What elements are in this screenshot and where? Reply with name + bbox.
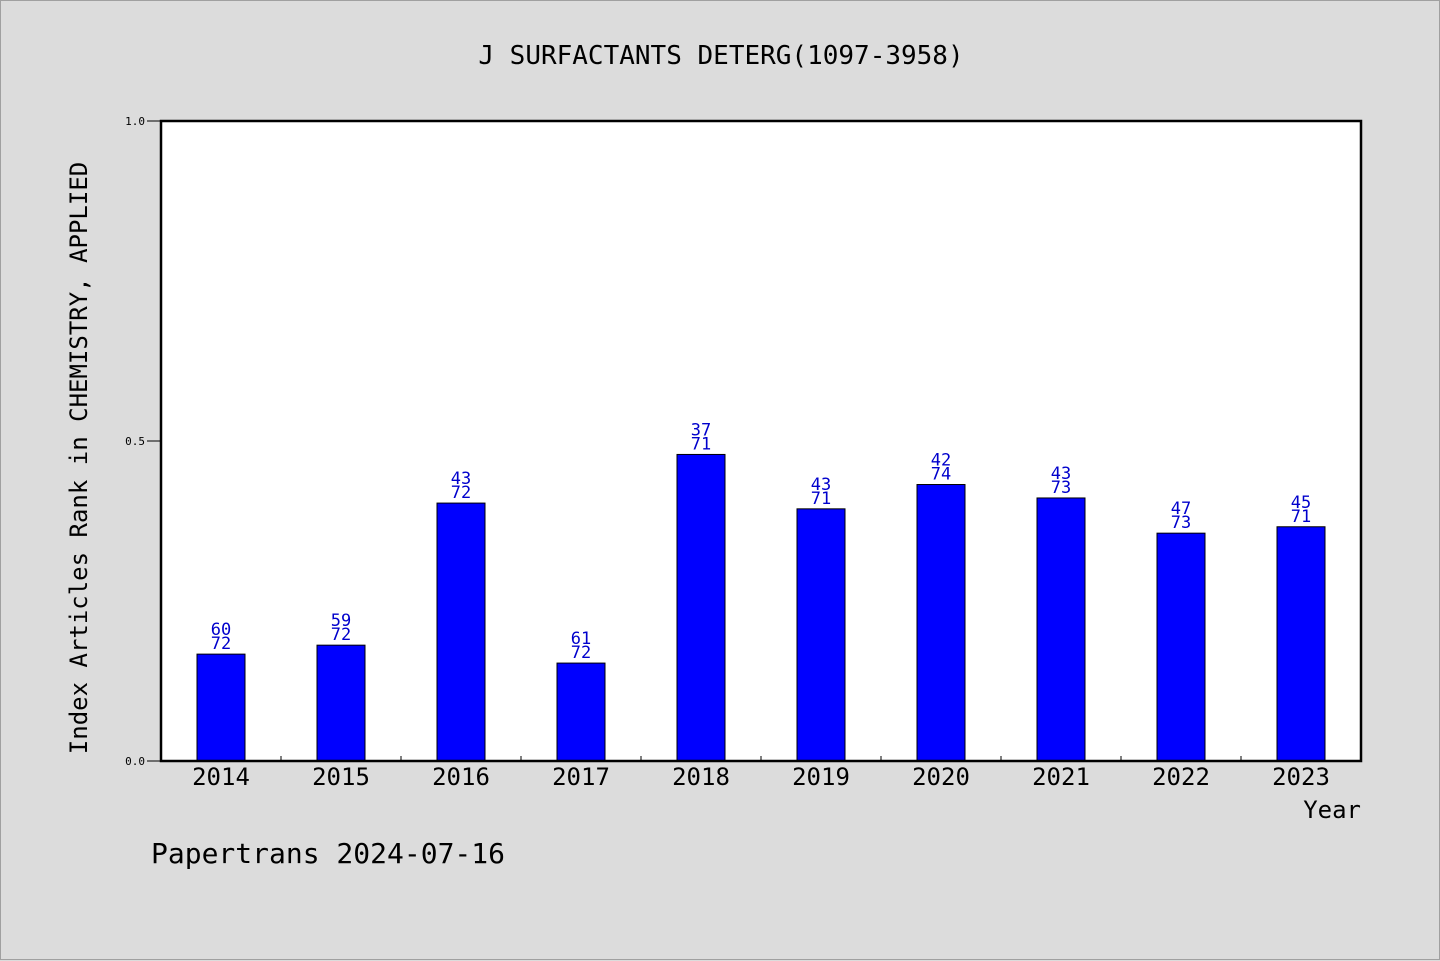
rank-label-2019: 43 — [811, 475, 831, 495]
rank-label-2015: 59 — [331, 611, 351, 631]
x-tick-label-2023: 2023 — [1272, 763, 1330, 791]
chart-title: J SURFACTANTS DETERG(1097-3958) — [478, 41, 963, 71]
bar-2018 — [676, 453, 726, 762]
total-label-2023: 71 — [1291, 507, 1311, 527]
total-label-2018: 71 — [691, 434, 711, 454]
rank-label-2014: 60 — [211, 620, 231, 640]
total-label-2022: 73 — [1171, 513, 1191, 533]
x-axis-label: Year — [1303, 796, 1361, 824]
total-label-2017: 72 — [571, 643, 591, 663]
bar-2019 — [796, 508, 846, 762]
rank-label-2017: 61 — [571, 629, 591, 649]
rank-label-2023: 45 — [1291, 493, 1311, 513]
rank-label-2022: 47 — [1171, 499, 1191, 519]
x-tick-label-2021: 2021 — [1032, 763, 1090, 791]
x-tick-label-2022: 2022 — [1152, 763, 1210, 791]
total-label-2020: 74 — [931, 465, 951, 485]
x-tick-label-2019: 2019 — [792, 763, 850, 791]
bar-2017 — [556, 662, 606, 762]
x-tick-label-2017: 2017 — [552, 763, 610, 791]
x-tick-label-2014: 2014 — [192, 763, 250, 791]
bar-2022 — [1156, 532, 1206, 762]
footer-credit: Papertrans 2024-07-16 — [151, 837, 505, 870]
rank-label-2016: 43 — [451, 469, 471, 489]
y-tick-label-0.0: 0.0 — [125, 755, 145, 768]
y-tick-label-1.0: 1.0 — [125, 115, 145, 128]
total-label-2021: 73 — [1051, 478, 1071, 498]
y-axis-label: Index Articles Rank in CHEMISTRY, APPLIE… — [65, 162, 93, 754]
rank-label-2020: 42 — [931, 451, 951, 471]
plot-border — [159, 119, 1363, 763]
total-label-2014: 72 — [211, 634, 231, 654]
bar-2021 — [1036, 497, 1086, 762]
bar-2014 — [196, 653, 246, 762]
total-label-2015: 72 — [331, 625, 351, 645]
bar-2023 — [1276, 526, 1326, 762]
bar-2016 — [436, 502, 486, 762]
x-tick-label-2018: 2018 — [672, 763, 730, 791]
rank-label-2021: 43 — [1051, 464, 1071, 484]
rank-label-2018: 37 — [691, 420, 711, 440]
total-label-2016: 72 — [451, 483, 471, 503]
bar-2020 — [916, 484, 966, 762]
bar-2015 — [316, 644, 366, 762]
y-tick-label-0.5: 0.5 — [125, 435, 145, 448]
x-tick-label-2015: 2015 — [312, 763, 370, 791]
total-label-2019: 71 — [811, 489, 831, 509]
x-tick-label-2016: 2016 — [432, 763, 490, 791]
x-tick-label-2020: 2020 — [912, 763, 970, 791]
